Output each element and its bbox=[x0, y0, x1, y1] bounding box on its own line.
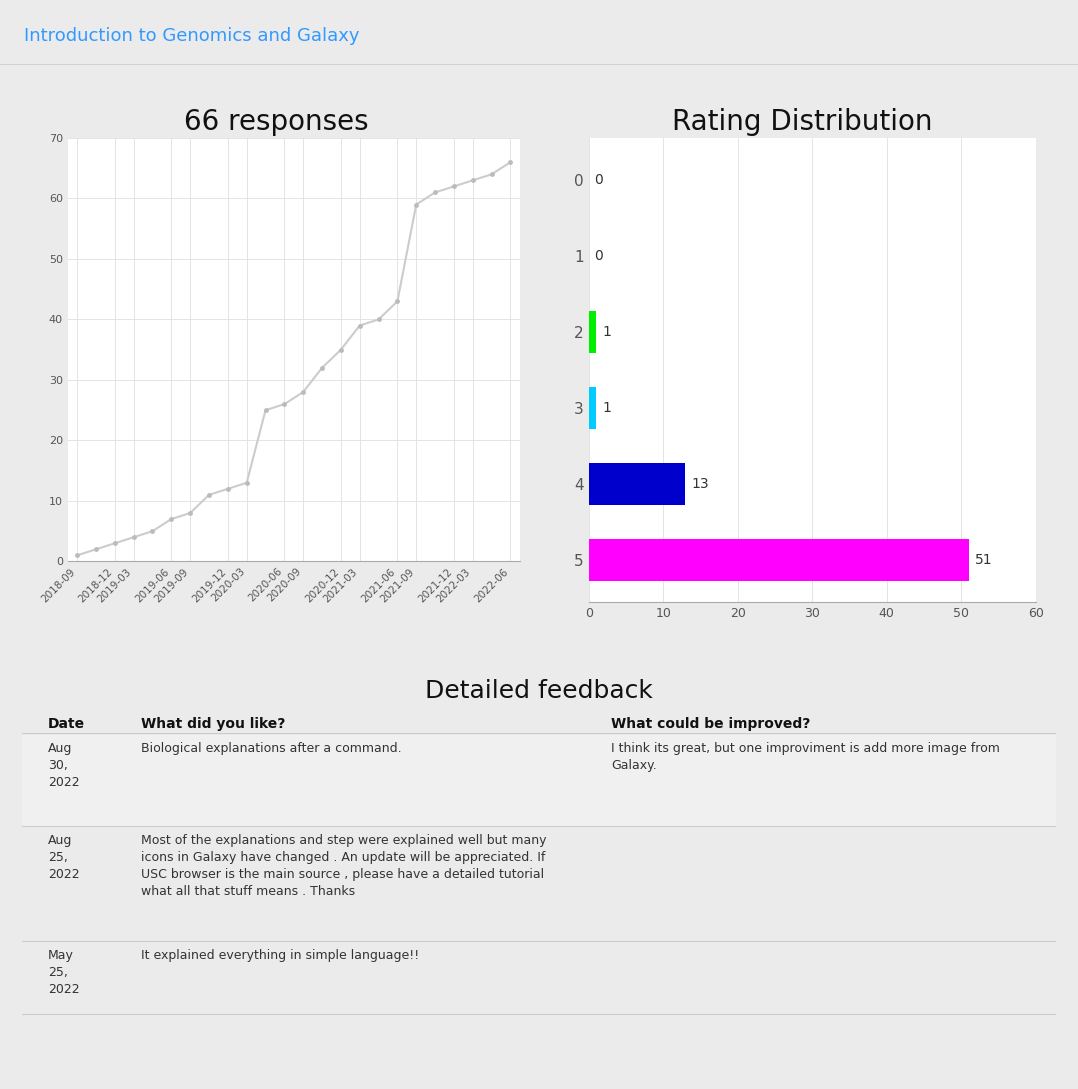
Text: What did you like?: What did you like? bbox=[141, 717, 286, 731]
Text: It explained everything in simple language!!: It explained everything in simple langua… bbox=[141, 950, 419, 962]
Text: Most of the explanations and step were explained well but many
icons in Galaxy h: Most of the explanations and step were e… bbox=[141, 834, 547, 898]
Text: 0: 0 bbox=[595, 173, 604, 187]
Text: I think its great, but one improviment is add more image from
Galaxy.: I think its great, but one improviment i… bbox=[611, 742, 1000, 772]
Text: 51: 51 bbox=[975, 553, 992, 567]
Text: 0: 0 bbox=[595, 249, 604, 264]
Text: 13: 13 bbox=[691, 477, 709, 491]
Bar bbox=[589, 311, 596, 353]
Text: Detailed feedback: Detailed feedback bbox=[425, 678, 653, 702]
Text: Aug
30,
2022: Aug 30, 2022 bbox=[47, 742, 80, 788]
Text: What could be improved?: What could be improved? bbox=[611, 717, 811, 731]
Text: Aug
25,
2022: Aug 25, 2022 bbox=[47, 834, 80, 881]
Bar bbox=[589, 539, 969, 580]
FancyBboxPatch shape bbox=[22, 735, 1056, 825]
Bar bbox=[589, 387, 596, 429]
Text: Introduction to Genomics and Galaxy: Introduction to Genomics and Galaxy bbox=[24, 27, 359, 45]
Text: Rating Distribution: Rating Distribution bbox=[672, 108, 932, 136]
Text: 66 responses: 66 responses bbox=[183, 108, 369, 136]
Text: 1: 1 bbox=[602, 401, 611, 415]
Bar bbox=[589, 463, 686, 505]
Text: Biological explanations after a command.: Biological explanations after a command. bbox=[141, 742, 401, 755]
Text: Date: Date bbox=[47, 717, 85, 731]
Text: 1: 1 bbox=[602, 325, 611, 339]
Text: May
25,
2022: May 25, 2022 bbox=[47, 950, 80, 996]
